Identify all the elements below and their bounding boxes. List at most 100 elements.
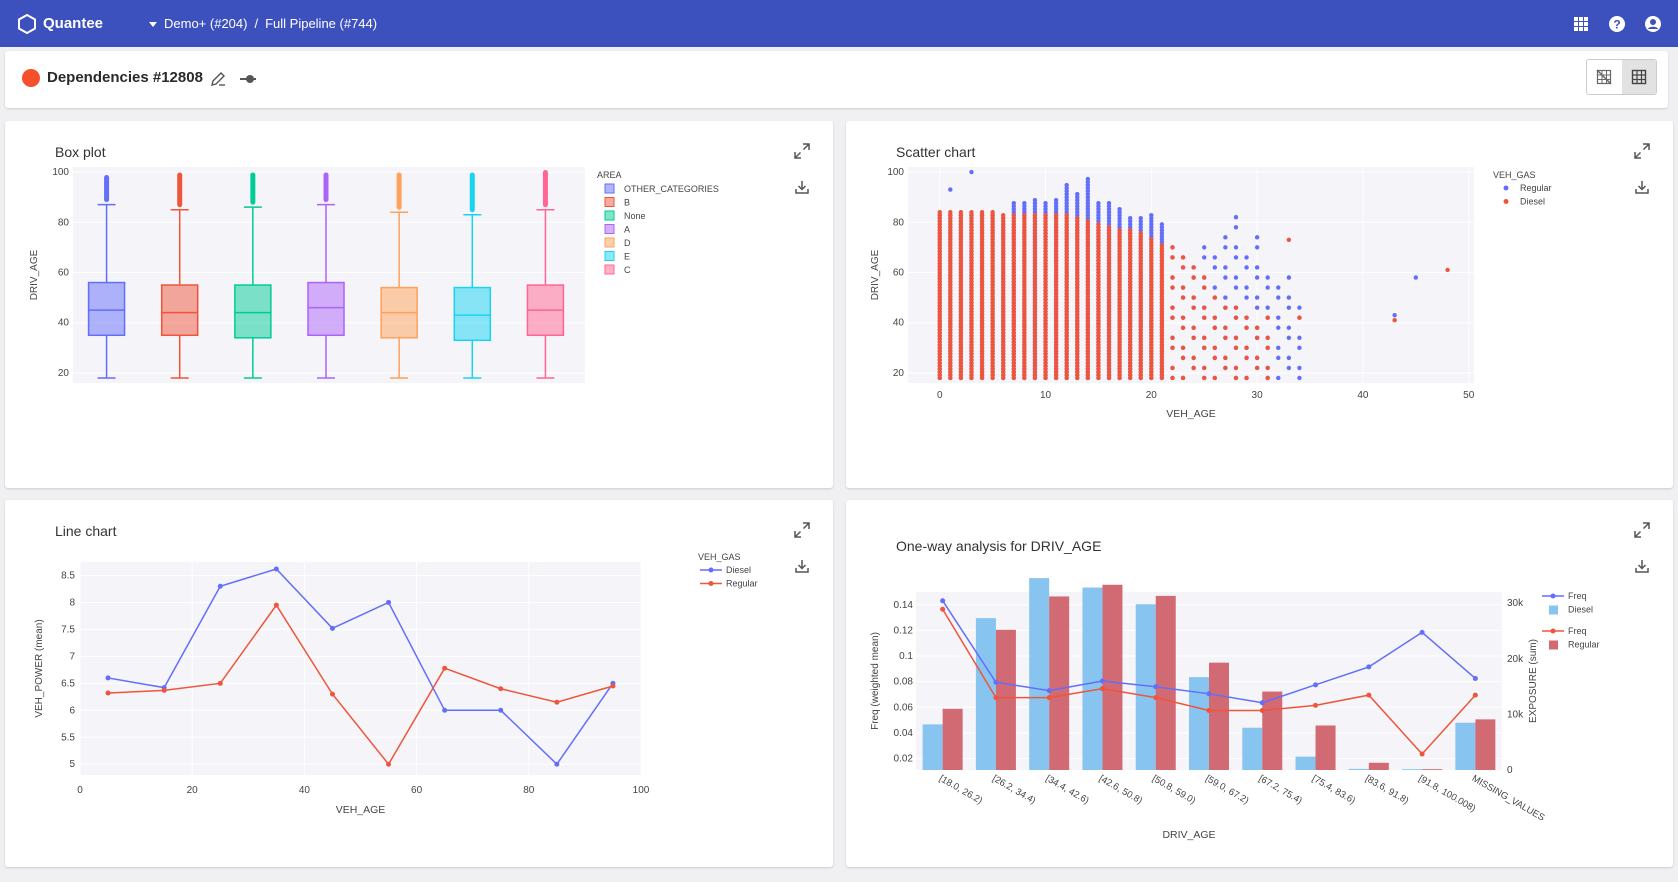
scatter-point: [1011, 321, 1016, 326]
scatter-point: [1096, 243, 1101, 248]
layout-off-icon[interactable]: [1587, 60, 1622, 94]
breadcrumb-project[interactable]: Demo+ (#204): [164, 16, 248, 31]
scatter-point: [1149, 255, 1154, 260]
expand-icon[interactable]: [1634, 522, 1650, 538]
commit-icon[interactable]: [240, 72, 256, 86]
apps-grid-icon[interactable]: [1570, 13, 1592, 35]
scatter-point: [1096, 345, 1101, 351]
scatter-point: [990, 360, 995, 366]
scatter-point: [1149, 294, 1154, 299]
bar-diesel: [1295, 756, 1316, 770]
scatter-point: [937, 258, 942, 263]
legend-item: Freq: [1568, 626, 1587, 636]
box-outliers: [250, 172, 256, 205]
scatter-point: [1022, 270, 1027, 275]
y-tick-label: 40: [58, 318, 70, 329]
scatter-point: [1096, 327, 1101, 332]
bar-diesel: [1455, 722, 1476, 770]
scatter-point: [1096, 372, 1101, 378]
scatter-point: [1085, 252, 1091, 257]
bar-regular: [1049, 596, 1070, 770]
scatter-point: [1106, 273, 1112, 278]
scatter-point: [1159, 375, 1165, 381]
scatter-point: [1159, 363, 1165, 369]
grid-layout-icon[interactable]: [1621, 60, 1656, 94]
scatter-point: [1159, 294, 1165, 299]
download-icon[interactable]: [794, 558, 810, 574]
app-logo[interactable]: Quantee: [17, 13, 103, 34]
scatter-point: [937, 339, 942, 345]
bar-diesel: [1402, 769, 1423, 770]
scatter-point: [979, 255, 985, 260]
expand-icon[interactable]: [794, 522, 810, 538]
scatter-point: [979, 258, 985, 263]
scatter-point: [1075, 285, 1080, 290]
scatter-point: [1064, 252, 1069, 257]
scatter-point: [1022, 246, 1027, 251]
scatter-point: [948, 273, 953, 278]
scatter-point: [1011, 303, 1016, 308]
scatter-point: [1064, 249, 1069, 254]
box-body: [453, 286, 492, 342]
scatter-point: [937, 210, 942, 215]
scatter-point: [1022, 225, 1027, 230]
help-icon[interactable]: ?: [1606, 13, 1628, 35]
scatter-point: [1053, 213, 1059, 218]
scatter-point: [1022, 264, 1027, 269]
scatter-point: [1127, 300, 1133, 305]
scatter-point: [958, 366, 964, 372]
scatter-point: [1022, 312, 1027, 317]
scatter-point: [1106, 339, 1112, 345]
scatter-point: [1149, 372, 1154, 378]
scatter-point: [1106, 303, 1112, 308]
scatter-point: [1075, 333, 1080, 338]
scatter-point: [1159, 357, 1165, 363]
scatter-point: [1106, 240, 1112, 245]
scatter-point: [1064, 354, 1069, 360]
scatter-point: [1011, 228, 1016, 233]
download-icon[interactable]: [1634, 558, 1650, 574]
scatter-point: [1022, 288, 1027, 293]
scatter-point: [1022, 279, 1027, 284]
scatter-point: [1064, 321, 1069, 326]
scatter-point: [1233, 275, 1239, 280]
breadcrumb-pipeline[interactable]: Full Pipeline (#744): [265, 16, 378, 31]
scatter-point: [1096, 222, 1101, 227]
y2-axis-label: EXPOSURE (sum): [1528, 639, 1539, 723]
caret-down-icon[interactable]: [146, 17, 160, 31]
download-icon[interactable]: [1634, 179, 1650, 195]
edit-icon[interactable]: [210, 71, 226, 87]
scatter-point: [958, 225, 964, 230]
scatter-point: [1043, 327, 1048, 332]
scatter-point: [1043, 318, 1048, 323]
scatter-point: [1064, 237, 1069, 242]
scatter-point: [1032, 300, 1038, 305]
scatter-point: [990, 252, 995, 257]
scatter-point: [1053, 246, 1059, 251]
account-icon[interactable]: [1642, 13, 1664, 35]
scatter-point: [1106, 342, 1112, 348]
box-body: [307, 281, 345, 337]
scatter-point: [1138, 216, 1143, 221]
scatter-point: [990, 357, 995, 363]
legend-item: B: [624, 198, 630, 208]
expand-icon[interactable]: [794, 143, 810, 159]
expand-icon[interactable]: [1634, 143, 1650, 159]
scatter-point: [1106, 372, 1112, 378]
panel-title: One-way analysis for DRIV_AGE: [896, 538, 1102, 554]
scatter-point: [990, 300, 995, 305]
scatter-point: [969, 309, 974, 314]
scatter-point: [1011, 267, 1016, 272]
scatter-point: [1001, 252, 1006, 257]
scatter-point: [1043, 363, 1048, 369]
legend-item: D: [624, 238, 631, 248]
scatter-point: [1159, 312, 1165, 317]
scatter-point: [1064, 213, 1069, 218]
download-icon[interactable]: [794, 179, 810, 195]
freq-point: [940, 598, 946, 604]
scatter-point: [979, 375, 985, 381]
scatter-point: [1159, 366, 1165, 372]
scatter-point: [937, 213, 942, 218]
scatter-point: [1032, 228, 1038, 233]
scatter-point: [1149, 276, 1154, 281]
